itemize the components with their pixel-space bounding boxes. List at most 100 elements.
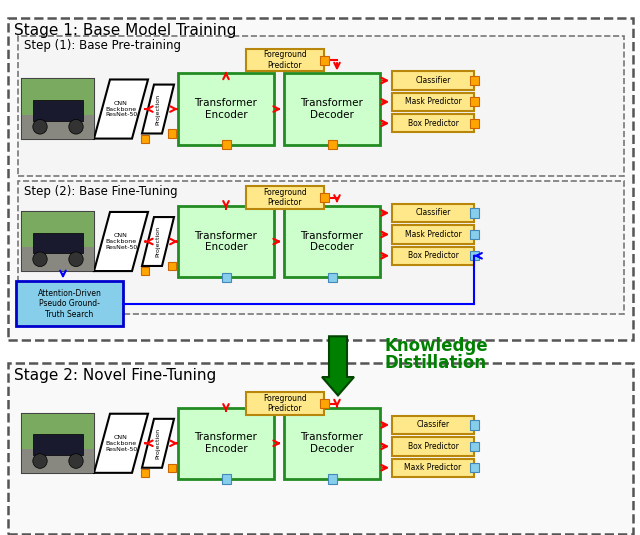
Bar	[33, 100, 83, 121]
Text: Stage 2: Novel Fine-Tuning: Stage 2: Novel Fine-Tuning	[14, 368, 216, 383]
Bar	[319, 193, 328, 202]
Bar	[221, 140, 230, 149]
Text: Transformer
Encoder: Transformer Encoder	[195, 432, 257, 454]
Text: Foreground
Predictor: Foreground Predictor	[263, 394, 307, 413]
Bar	[470, 421, 479, 430]
Text: Box Predictor: Box Predictor	[408, 251, 458, 261]
Circle shape	[69, 252, 83, 266]
Text: Attention-Driven
Pseudo Ground-
Truth Search: Attention-Driven Pseudo Ground- Truth Se…	[38, 289, 101, 318]
Bar	[8, 18, 633, 340]
Circle shape	[33, 119, 47, 134]
Bar	[392, 437, 474, 455]
Text: Transformer
Decoder: Transformer Decoder	[301, 432, 364, 454]
Text: Step (2): Base Fine-Tuning: Step (2): Base Fine-Tuning	[24, 185, 178, 198]
Text: Transformer
Encoder: Transformer Encoder	[195, 231, 257, 253]
Bar	[470, 209, 479, 218]
Text: Projection: Projection	[156, 226, 161, 257]
Bar	[284, 206, 380, 277]
Text: Step (1): Base Pre-training: Step (1): Base Pre-training	[24, 40, 181, 52]
Bar	[319, 399, 328, 408]
Bar	[328, 273, 337, 282]
Bar	[178, 206, 274, 277]
Bar	[22, 115, 94, 139]
Bar	[141, 267, 149, 275]
Bar	[16, 281, 123, 326]
Bar	[392, 458, 474, 477]
Bar	[392, 416, 474, 434]
Text: Transformer
Decoder: Transformer Decoder	[301, 98, 364, 120]
Bar	[392, 225, 474, 243]
Circle shape	[33, 454, 47, 468]
Bar	[470, 76, 479, 85]
Bar	[33, 434, 83, 455]
Bar	[470, 97, 479, 106]
Bar	[18, 36, 624, 177]
Bar	[168, 262, 176, 270]
Text: Box Predictor: Box Predictor	[408, 442, 458, 451]
Bar	[168, 129, 176, 137]
Text: Distillation: Distillation	[385, 354, 487, 372]
Text: Stage 1: Base Model Training: Stage 1: Base Model Training	[14, 23, 236, 38]
Text: Knowledge: Knowledge	[385, 338, 488, 355]
Bar	[22, 80, 94, 139]
Text: CNN
Backbone
ResNet-50: CNN Backbone ResNet-50	[105, 435, 137, 452]
Bar	[141, 469, 149, 477]
Text: Foreground
Predictor: Foreground Predictor	[263, 188, 307, 208]
Bar	[22, 414, 94, 473]
Circle shape	[33, 252, 47, 266]
Bar	[470, 442, 479, 451]
Bar	[392, 71, 474, 90]
Bar	[319, 56, 328, 65]
Polygon shape	[142, 217, 174, 266]
Bar	[22, 414, 94, 449]
Bar	[22, 80, 94, 115]
Bar	[168, 464, 176, 472]
Bar	[22, 449, 94, 473]
Bar	[392, 247, 474, 265]
Bar	[141, 134, 149, 143]
Text: Mask Predictor: Mask Predictor	[404, 97, 461, 106]
Text: Maxk Predictor: Maxk Predictor	[404, 463, 461, 472]
Circle shape	[69, 454, 83, 468]
Bar	[246, 49, 324, 71]
Text: Classifier: Classifier	[415, 76, 451, 85]
Polygon shape	[94, 212, 148, 271]
Bar	[470, 463, 479, 472]
Bar	[178, 73, 274, 144]
Bar	[284, 408, 380, 479]
Bar	[18, 181, 624, 314]
Polygon shape	[94, 80, 148, 139]
Bar	[178, 408, 274, 479]
Bar	[33, 233, 83, 254]
Bar	[221, 475, 230, 484]
Bar	[470, 119, 479, 128]
Bar	[284, 73, 380, 144]
Text: Transformer
Encoder: Transformer Encoder	[195, 98, 257, 120]
Text: Transformer
Decoder: Transformer Decoder	[301, 231, 364, 253]
FancyArrow shape	[322, 337, 354, 395]
Polygon shape	[142, 85, 174, 134]
Bar	[392, 114, 474, 133]
Bar	[22, 247, 94, 271]
Text: Classifer: Classifer	[417, 421, 449, 430]
Bar	[328, 475, 337, 484]
Bar	[8, 363, 633, 534]
Polygon shape	[94, 414, 148, 473]
Polygon shape	[142, 419, 174, 468]
Bar	[392, 93, 474, 111]
Bar	[246, 187, 324, 209]
Bar	[221, 273, 230, 282]
Bar	[392, 204, 474, 222]
Circle shape	[69, 119, 83, 134]
Text: Projection: Projection	[156, 94, 161, 125]
Text: Projection: Projection	[156, 427, 161, 459]
Bar	[22, 212, 94, 271]
Text: Classifier: Classifier	[415, 209, 451, 218]
Bar	[22, 212, 94, 247]
Text: Mask Predictor: Mask Predictor	[404, 230, 461, 239]
Text: CNN
Backbone
ResNet-50: CNN Backbone ResNet-50	[105, 101, 137, 117]
Bar	[328, 140, 337, 149]
Text: Box Predictor: Box Predictor	[408, 119, 458, 128]
Bar	[470, 230, 479, 239]
Text: Foreground
Predictor: Foreground Predictor	[263, 50, 307, 70]
